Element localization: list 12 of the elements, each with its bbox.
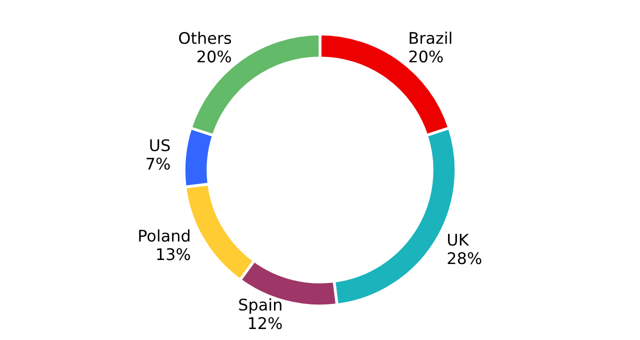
data-label: 20% [198, 50, 231, 63]
slice-label: Spain [239, 298, 282, 314]
slice-label: Poland [139, 229, 190, 242]
data-label: 13% [157, 248, 190, 260]
slice-label: Brazil [410, 32, 452, 44]
data-label: 28% [448, 252, 482, 264]
data-label: 20% [409, 50, 443, 63]
slice-label: Others [179, 32, 232, 44]
data-label: 7% [146, 158, 170, 170]
slice-label: UK [448, 234, 470, 246]
data-label: 12% [248, 317, 282, 330]
slice-label: US [150, 139, 170, 152]
